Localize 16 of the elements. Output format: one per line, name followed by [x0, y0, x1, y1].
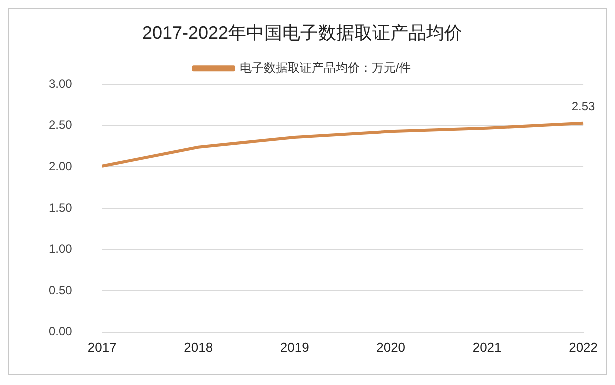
text: 1.50 — [48, 200, 72, 215]
x-tick-label: 2019 — [280, 340, 310, 355]
legend-label: 电子数据取证产品均价：万元/件 — [240, 60, 412, 75]
text: 0.50 — [48, 283, 72, 298]
data-label: 2.53 — [572, 100, 596, 114]
text: 2.50 — [48, 118, 72, 132]
x-tick-label: 2017 — [88, 340, 117, 355]
text: 2.00 — [48, 160, 72, 174]
text: 3.00 — [48, 76, 72, 91]
x-tick-label: 2022 — [569, 340, 598, 355]
x-tick-label: 2021 — [472, 340, 502, 355]
chart-title: 2017-2022年中国电子数据取证产品均价 — [142, 22, 463, 43]
x-tick-label: 2018 — [184, 340, 214, 355]
x-tick-label: 2020 — [376, 340, 406, 355]
text: 0.00 — [48, 324, 72, 339]
text: 1.00 — [48, 242, 72, 256]
